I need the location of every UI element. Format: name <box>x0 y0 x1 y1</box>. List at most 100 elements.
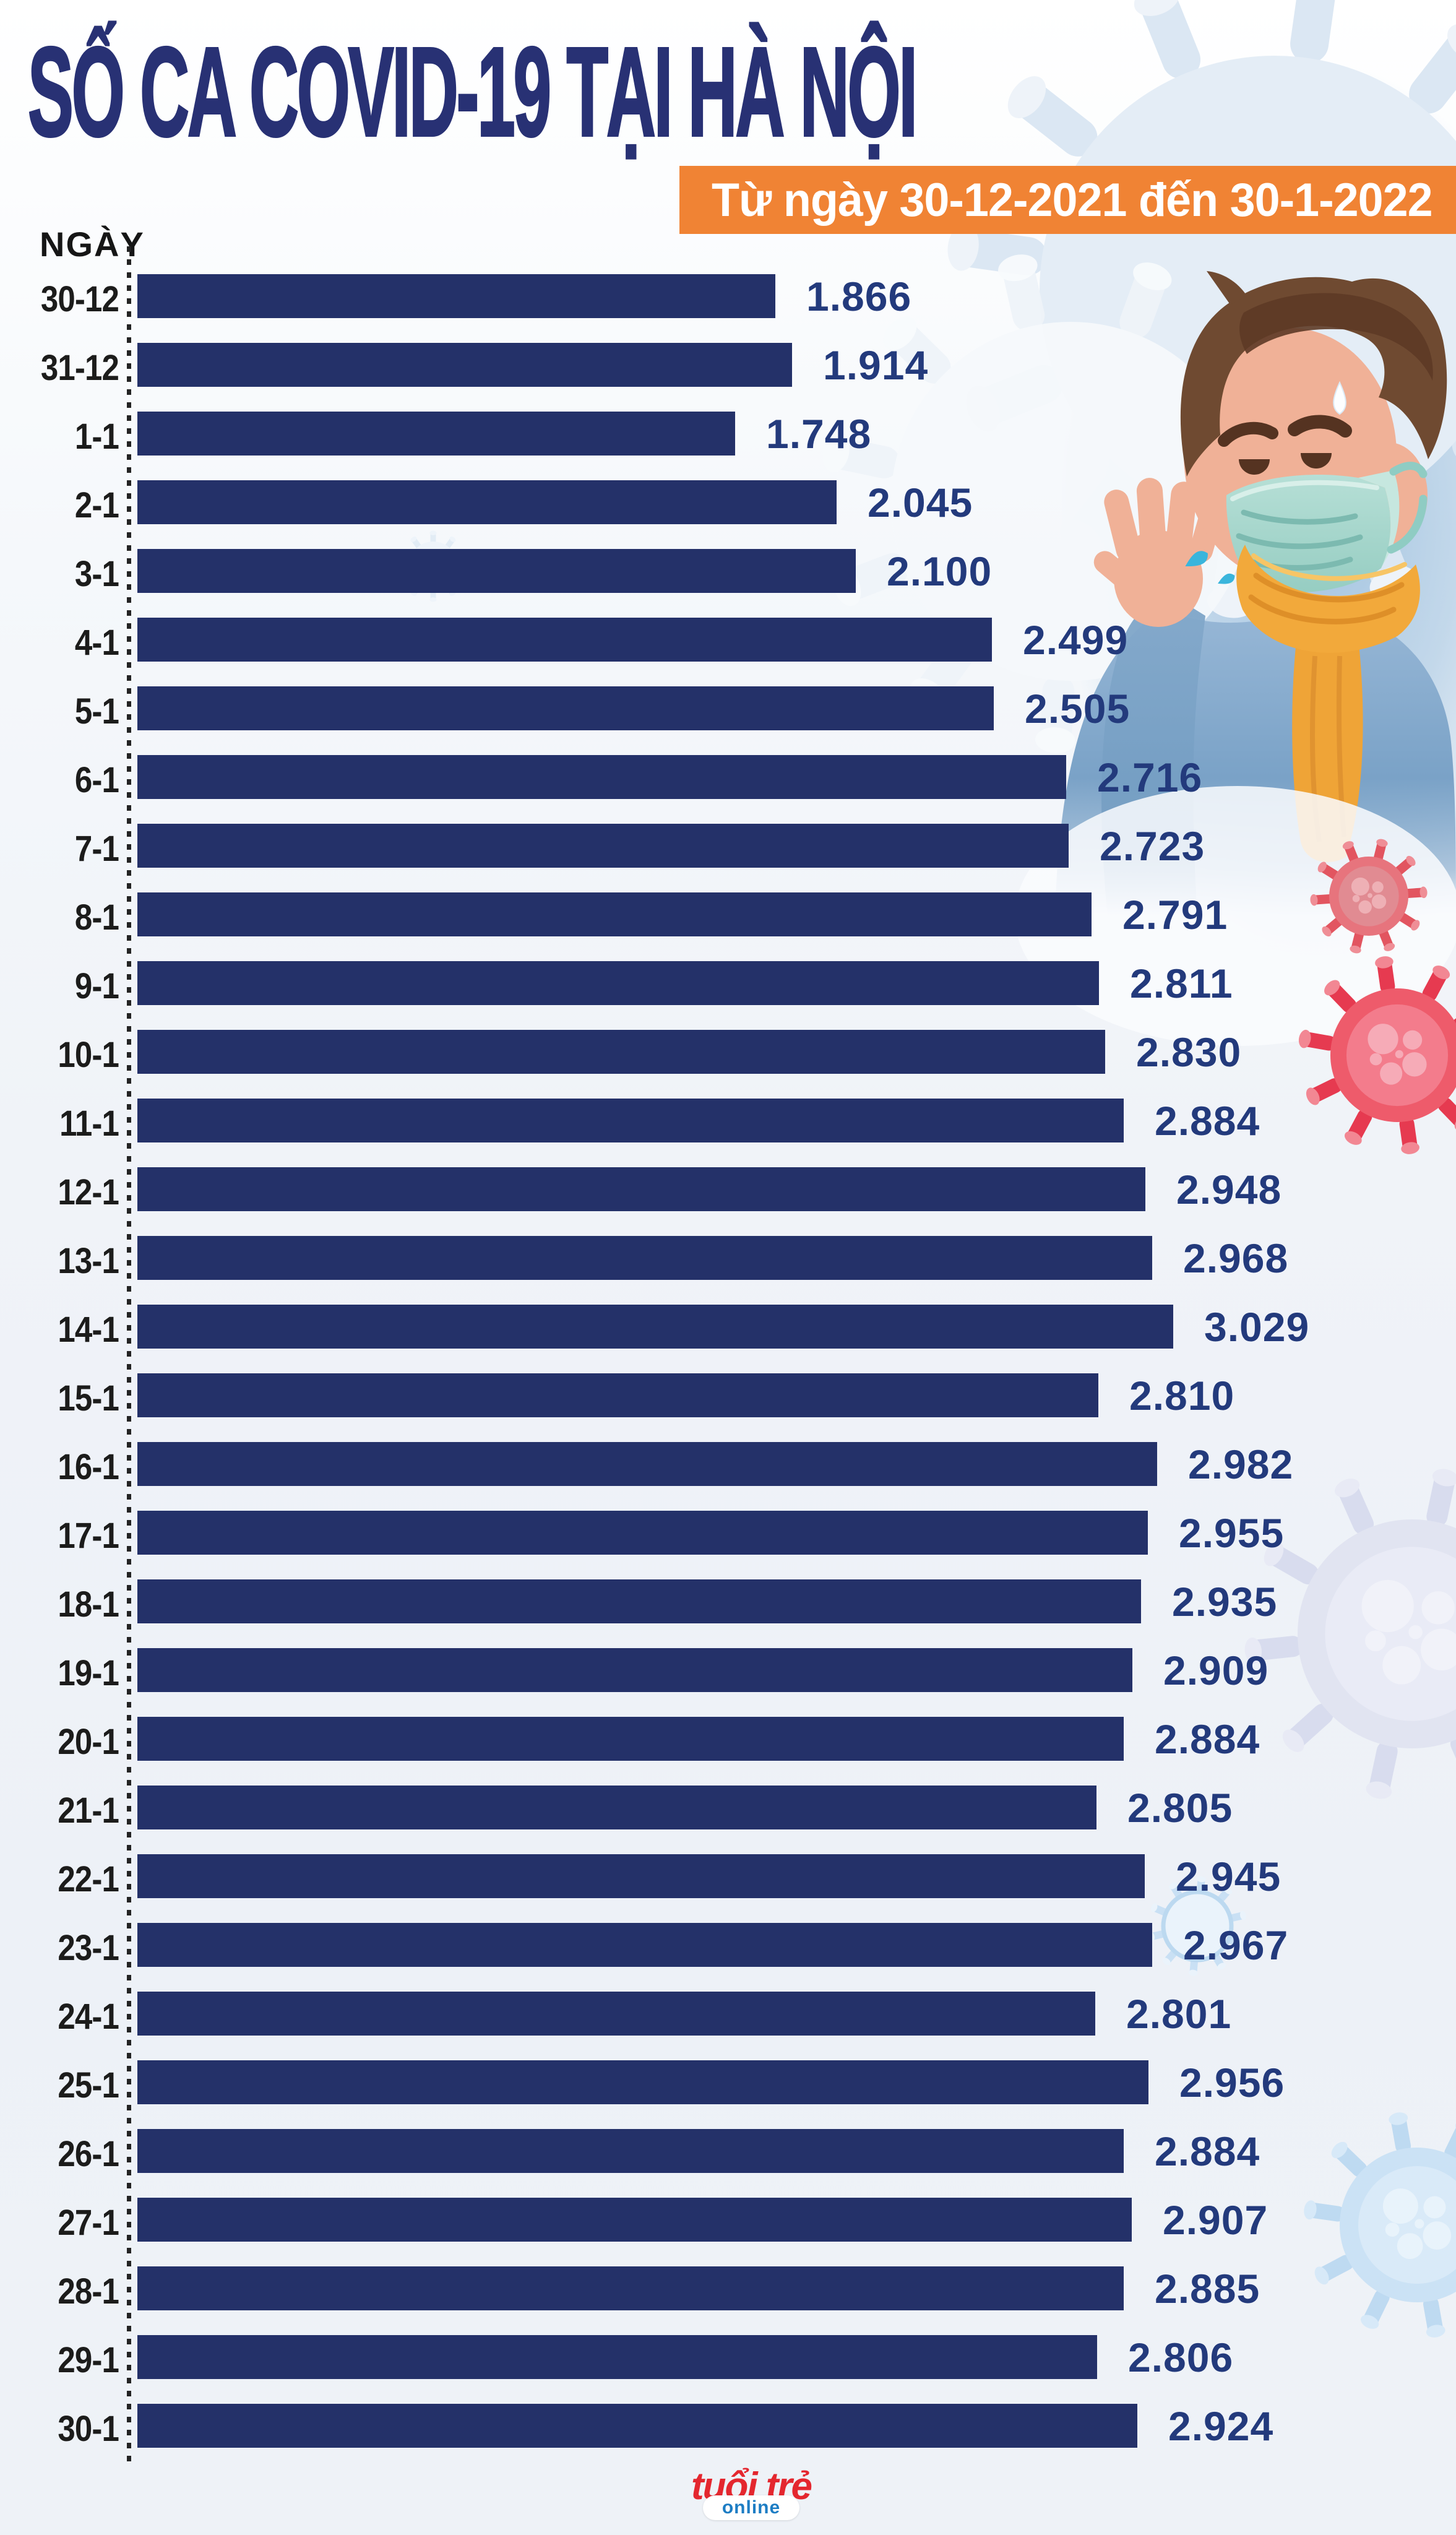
bar <box>137 412 735 456</box>
value-label: 2.805 <box>1127 1785 1233 1831</box>
date-label: 13-1 <box>58 1241 119 1281</box>
bar <box>137 2060 1148 2104</box>
axis-line <box>127 246 131 2462</box>
logo-online-text: online <box>722 2497 781 2518</box>
date-label: 23-1 <box>58 1928 119 1968</box>
bar <box>137 618 992 662</box>
value-label: 2.884 <box>1155 1716 1260 1762</box>
date-label: 7-1 <box>74 829 119 869</box>
bar <box>137 1992 1095 2036</box>
bar-row: 16-1 2.982 <box>0 1441 1456 1487</box>
bar <box>137 2404 1137 2448</box>
bar <box>137 549 856 593</box>
subtitle-banner: Từ ngày 30-12-2021 đến 30-1-2022 <box>679 166 1456 234</box>
bar-row: 13-1 2.968 <box>0 1236 1456 1281</box>
bar-row: 20-1 2.884 <box>0 1716 1456 1762</box>
date-label: 17-1 <box>58 1516 119 1556</box>
date-label: 22-1 <box>58 1859 119 1899</box>
bar <box>137 1648 1132 1692</box>
virus-blue-icon <box>1304 2112 1456 2338</box>
bar-row: 17-1 2.955 <box>0 1510 1456 1556</box>
bar-row: 12-1 2.948 <box>0 1167 1456 1212</box>
value-label: 2.935 <box>1172 1579 1278 1625</box>
value-label: 1.914 <box>823 342 929 388</box>
date-label: 26-1 <box>58 2134 119 2174</box>
bar <box>137 1923 1152 1967</box>
logo-online-badge: online <box>703 2495 799 2520</box>
publisher-logo: tuổi trẻ online <box>683 2468 819 2520</box>
bar <box>137 2335 1097 2379</box>
bar <box>137 1717 1124 1761</box>
value-label: 2.945 <box>1176 1854 1282 1899</box>
value-label: 2.505 <box>1025 686 1131 732</box>
date-label: 6-1 <box>74 760 119 800</box>
bar <box>137 686 994 730</box>
value-label: 2.100 <box>887 548 993 594</box>
value-label: 2.909 <box>1163 1648 1269 1693</box>
date-label: 20-1 <box>58 1722 119 1762</box>
bar <box>137 343 792 387</box>
bar-row: 25-1 2.956 <box>0 2060 1456 2105</box>
date-label: 25-1 <box>58 2065 119 2105</box>
bar-row: 4-1 2.499 <box>0 617 1456 663</box>
value-label: 2.948 <box>1176 1167 1282 1212</box>
bar-row: 31-12 1.914 <box>0 342 1456 388</box>
value-label: 2.791 <box>1122 892 1228 938</box>
bar <box>137 1099 1124 1142</box>
value-label: 2.982 <box>1188 1441 1294 1487</box>
bar <box>137 824 1069 868</box>
bar-row: 2-1 2.045 <box>0 480 1456 525</box>
eye-left <box>1239 459 1270 475</box>
bar-row: 24-1 2.801 <box>0 1992 1456 2037</box>
value-label: 2.830 <box>1136 1029 1242 1075</box>
value-label: 1.748 <box>766 411 872 457</box>
value-label: 3.029 <box>1204 1304 1310 1350</box>
value-label: 2.499 <box>1023 617 1129 663</box>
sweat-drop-icon <box>1333 381 1346 415</box>
bar <box>137 1579 1141 1623</box>
value-label: 2.806 <box>1128 2334 1234 2380</box>
date-label: 8-1 <box>74 897 119 938</box>
eyebrow-left <box>1218 421 1278 447</box>
date-label: 16-1 <box>58 1447 119 1487</box>
date-label: 15-1 <box>58 1378 119 1419</box>
bar-row: 7-1 2.723 <box>0 824 1456 869</box>
date-label: 27-1 <box>58 2203 119 2243</box>
bar-row: 14-1 3.029 <box>0 1304 1456 1350</box>
virus-lavender-icon <box>1244 1469 1456 1799</box>
page-title: SỐ CA COVID-19 TẠI HÀ NỘI <box>27 21 918 163</box>
date-label: 11-1 <box>59 1103 119 1144</box>
raised-hand <box>1093 478 1225 627</box>
bar-row: 27-1 2.907 <box>0 2198 1456 2243</box>
bar-row: 9-1 2.811 <box>0 961 1456 1006</box>
bar <box>137 480 837 524</box>
bar-row: 22-1 2.945 <box>0 1854 1456 1899</box>
date-label: 10-1 <box>58 1035 119 1075</box>
bar <box>137 1236 1152 1280</box>
date-label: 31-12 <box>40 348 119 388</box>
bar <box>137 1373 1098 1417</box>
value-label: 2.811 <box>1130 961 1233 1006</box>
bar <box>137 892 1092 936</box>
value-label: 2.955 <box>1179 1510 1285 1556</box>
bar-row: 28-1 2.885 <box>0 2266 1456 2312</box>
bar <box>137 961 1099 1005</box>
date-label: 28-1 <box>58 2271 119 2312</box>
value-label: 2.884 <box>1155 2128 1260 2174</box>
bar <box>137 2266 1124 2310</box>
value-label: 2.924 <box>1168 2403 1274 2449</box>
bar <box>137 1305 1173 1349</box>
bar-row: 6-1 2.716 <box>0 754 1456 800</box>
value-label: 1.866 <box>806 274 912 319</box>
bar <box>137 274 775 318</box>
date-label: 29-1 <box>58 2340 119 2380</box>
date-label: 3-1 <box>74 554 119 594</box>
date-label: 5-1 <box>74 691 119 732</box>
virus-outline-icon <box>1148 1876 1246 1976</box>
bar-row: 10-1 2.830 <box>0 1029 1456 1075</box>
bar <box>137 2129 1124 2173</box>
bar-row: 30-1 2.924 <box>0 2403 1456 2449</box>
value-label: 2.716 <box>1097 754 1203 800</box>
date-label: 1-1 <box>74 417 119 457</box>
bar-row: 5-1 2.505 <box>0 686 1456 732</box>
